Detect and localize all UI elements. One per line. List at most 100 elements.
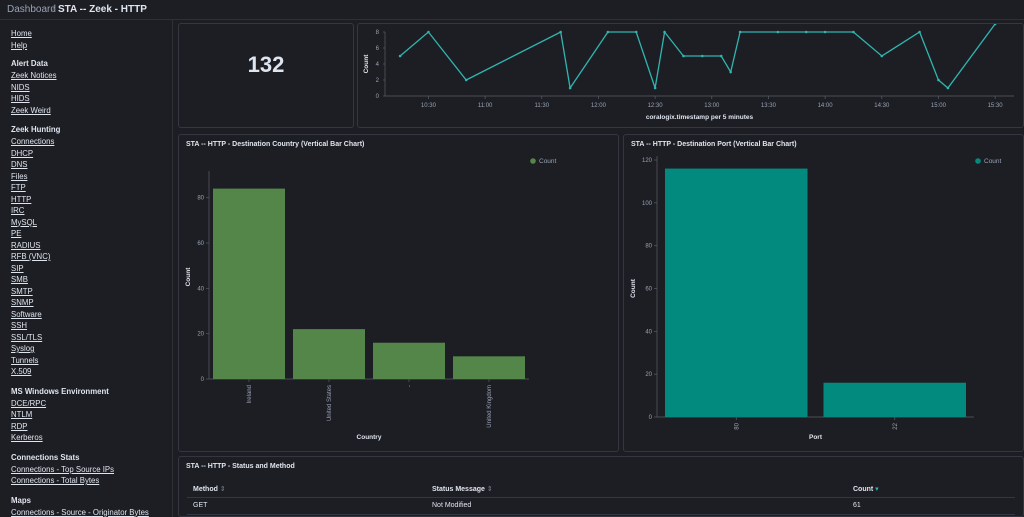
sidebar-item-syslog[interactable]: Syslog [11,344,35,353]
table-cell-count: 61 [853,502,861,509]
x-tick-label: 13:30 [761,103,777,109]
sidebar-item-connections-total-bytes[interactable]: Connections - Total Bytes [11,476,100,485]
column-header-method-label: Method [193,486,218,493]
sidebar-item-ntlm[interactable]: NTLM [11,410,33,419]
sidebar-item-home[interactable]: Home [11,29,32,38]
sidebar-item-rfb-vnc[interactable]: RFB (VNC) [11,252,51,261]
sidebar-item-kerberos[interactable]: Kerberos [11,433,43,442]
table-header-divider [187,497,1015,498]
column-header-status-label: Status Message [432,486,485,493]
sidebar-item-files[interactable]: Files [11,171,28,181]
column-header-status-message[interactable]: Status Message ⇕ [432,485,493,493]
sidebar-section-maps: Maps [11,495,31,505]
timeline-point [427,30,430,34]
timeline-point [918,30,921,34]
table-cell-method: GET [193,502,208,509]
sidebar-item-smb[interactable]: SMB [11,275,28,284]
timeline-point [993,22,997,26]
destination-country-title: STA -- HTTP - Destination Country (Verti… [186,141,365,148]
sidebar-item-rdp[interactable]: RDP [11,421,28,431]
sidebar-item-sip[interactable]: SIP [11,263,24,273]
sidebar-section-ms-windows-environment: MS Windows Environment [11,386,109,396]
sidebar-section-zeek-hunting: Zeek Hunting [11,125,61,134]
sidebar-item-ssl-tls[interactable]: SSL/TLS [11,332,43,342]
breadcrumb-dashboard-link[interactable]: Dashboard [7,4,56,15]
x-tick-label: 14:00 [818,103,834,109]
legend-swatch [530,158,536,164]
y-tick-label: 60 [197,241,204,247]
timeline-point [946,86,950,90]
x-tick-label: 22 [893,422,899,429]
x-tick-label: 12:00 [591,103,607,109]
y-tick-label: 120 [642,158,653,164]
legend-label: Count [984,158,1002,165]
timeline-point [559,30,562,34]
y-tick-label: 20 [197,332,204,338]
sidebar-item-dce-rpc[interactable]: DCE/RPC [11,398,47,408]
legend-label: Count [539,158,557,165]
timeline-point [682,54,685,58]
breadcrumb: Dashboard / STA -- Zeek - HTTP [0,0,1024,20]
x-tick-label: 14:30 [874,103,890,109]
breadcrumb-separator: / [52,4,55,15]
table-row-divider [187,514,1015,515]
timeline-point [823,30,827,34]
sidebar-item-radius[interactable]: RADIUS [11,240,41,250]
timeline-point [729,70,732,74]
sidebar-item-hids[interactable]: HIDS [11,94,30,103]
sidebar-item-ftp[interactable]: FTP [11,183,26,192]
sidebar-item-ssh[interactable]: SSH [11,321,28,330]
timeline-point [568,86,572,90]
sidebar-item-x-509[interactable]: X.509 [11,367,32,376]
sidebar-item-connections-top-source-ips[interactable]: Connections - Top Source IPs [11,464,115,474]
x-tick-label: 11:30 [534,103,549,109]
column-header-count[interactable]: Count ▾ [853,485,879,493]
sidebar-item-snmp[interactable]: SNMP [11,298,34,307]
sidebar-item-connections[interactable]: Connections [11,137,55,146]
sort-desc-icon: ▾ [875,486,879,493]
sidebar-item-dns[interactable]: DNS [11,160,28,169]
bar-united-states [293,329,365,379]
y-tick-label: 80 [197,196,204,202]
x-tick-label: United States [327,385,333,421]
bar-80 [665,168,808,417]
sidebar-item-zeek-weird[interactable]: Zeek Weird [11,105,51,115]
y-tick-label: 0 [376,94,380,100]
sidebar-item-irc[interactable]: IRC [11,206,25,215]
timeline-point [776,30,780,34]
y-tick-label: 0 [201,377,205,383]
sidebar-item-software[interactable]: Software [11,309,42,319]
sort-icon: ⇕ [219,486,226,493]
sidebar-item-mysql[interactable]: MySQL [11,217,37,227]
y-tick-label: 40 [645,329,652,335]
sidebar-item-http[interactable]: HTTP [11,194,32,204]
timeline-point [663,30,666,34]
x-tick-label: 12:30 [648,103,664,109]
sidebar-item-tunnels[interactable]: Tunnels [11,355,39,365]
sidebar-item-smtp[interactable]: SMTP [11,286,33,296]
destination-port-title: STA -- HTTP - Destination Port (Vertical… [631,141,797,148]
x-axis-title: Port [809,434,823,441]
y-tick-label: 60 [645,287,652,293]
sidebar-item-help[interactable]: Help [11,40,28,50]
timeline-point [464,78,468,82]
column-header-method[interactable]: Method ⇕ [193,485,226,493]
timeline-point [719,54,723,58]
y-tick-label: 4 [376,62,380,68]
sidebar-section-alert-data: Alert Data [11,59,48,68]
sidebar-item-nids[interactable]: NIDS [11,82,30,92]
y-tick-label: 20 [645,372,652,378]
x-tick-label: United Kingdom [487,385,493,428]
sidebar-item-dhcp[interactable]: DHCP [11,148,34,158]
y-axis-title: Count [185,267,192,287]
metric-panel: 132 [178,23,354,128]
x-tick-label: 11:00 [478,103,493,109]
x-tick-label: 80 [734,422,740,429]
sidebar-item-connections-source-originator-bytes[interactable]: Connections - Source - Originator Bytes [11,507,149,517]
timeline-series-line [399,23,996,90]
sidebar-item-zeek-notices[interactable]: Zeek Notices [11,71,57,80]
legend-swatch [975,158,981,164]
sidebar-item-pe[interactable]: PE [11,229,22,238]
y-tick-label: 100 [642,201,653,207]
metric-value: 132 [247,52,285,77]
